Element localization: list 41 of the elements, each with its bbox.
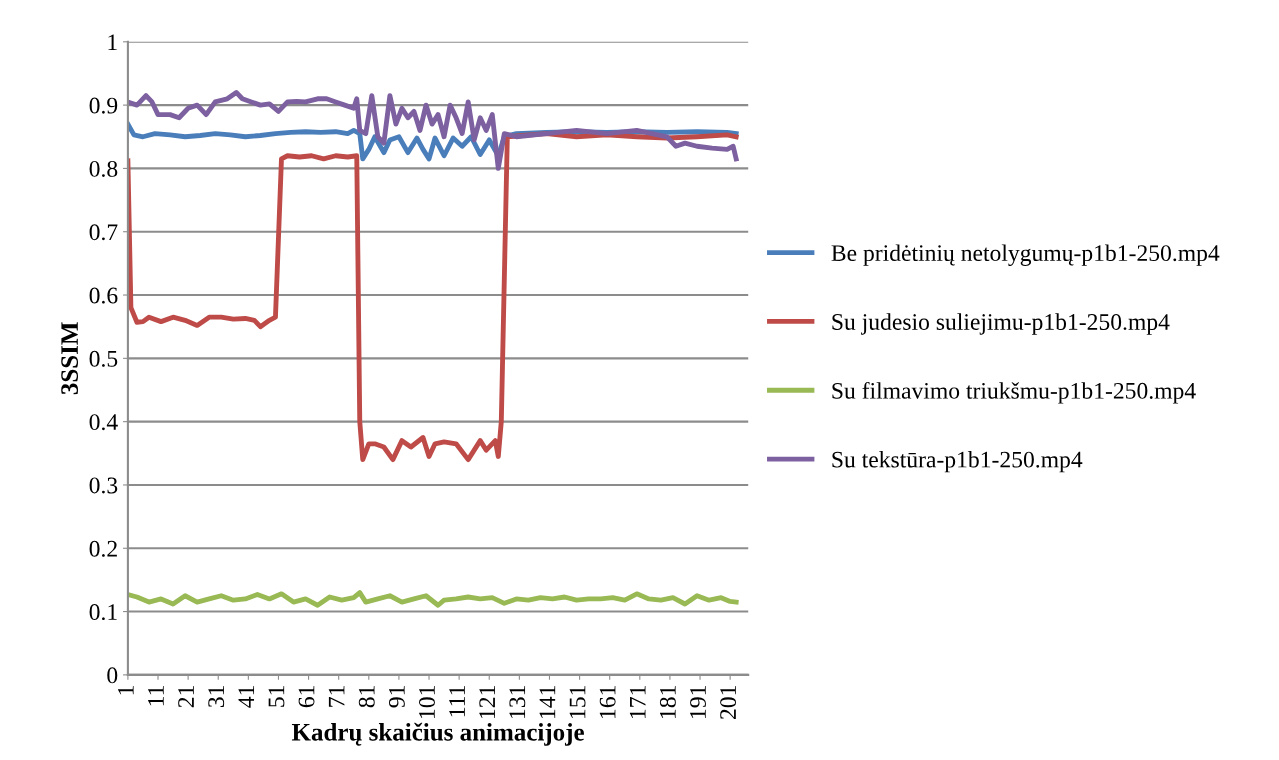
x-tick-label: 21 — [178, 686, 194, 708]
x-tick-label: 11 — [148, 686, 164, 706]
y-tick-label: 1 — [108, 34, 117, 50]
y-tick-label: 0.8 — [89, 160, 118, 177]
x-axis-title: Kadrų skaičius animacijoje — [291, 722, 584, 746]
x-tick-label: 101 — [419, 686, 435, 718]
y-tick-label: 0 — [107, 667, 118, 684]
line-series — [127, 131, 739, 463]
x-tick-label: 131 — [509, 686, 526, 718]
x-tick-label: 151 — [569, 686, 586, 718]
x-tick-label: 201 — [720, 686, 737, 719]
x-tick-label: 191 — [690, 686, 706, 718]
x-tick-label: 121 — [479, 686, 495, 718]
y-tick-label: 0.2 — [89, 540, 117, 557]
legend-label: Su judesio suliejimu-p1b1-250.mp4 — [832, 313, 1170, 335]
y-tick-label: 0.6 — [89, 287, 118, 304]
x-tick-label: 171 — [629, 686, 646, 718]
x-tick-label: 51 — [268, 686, 285, 707]
legend-label: Su tekstūra-p1b1-250.mp4 — [832, 450, 1083, 473]
y-tick-label: 0.1 — [89, 604, 117, 621]
y-tick-label: 0.4 — [89, 414, 118, 431]
x-tick-label: 31 — [208, 686, 225, 708]
x-tick-label: 161 — [599, 686, 616, 718]
x-tick-label: 141 — [539, 686, 556, 718]
x-tick-label: 61 — [298, 686, 315, 708]
line-series — [127, 90, 739, 171]
x-tick-label: 1 — [117, 686, 134, 695]
x-tick-label: 81 — [358, 686, 375, 708]
x-tick-label: 111 — [449, 686, 465, 717]
y-tick-label: 0.3 — [89, 477, 118, 494]
x-tick-label: 91 — [388, 686, 405, 708]
line-series — [127, 590, 739, 608]
x-tick-label: 41 — [238, 686, 255, 708]
y-tick-label: 0.9 — [89, 97, 118, 114]
legend-label: Be pridėtinių netolygumų-p1b1-250.mp4 — [831, 244, 1220, 266]
x-tick-label: 181 — [659, 686, 676, 718]
x-tick-label: 71 — [328, 686, 345, 707]
legend-label: Su filmavimo triukšmu-p1b1-250.mp4 — [832, 381, 1196, 404]
y-tick-label: 0.7 — [89, 224, 118, 241]
y-tick-label: 0.5 — [89, 350, 118, 367]
y-axis-title: 3SSIM — [61, 322, 79, 395]
